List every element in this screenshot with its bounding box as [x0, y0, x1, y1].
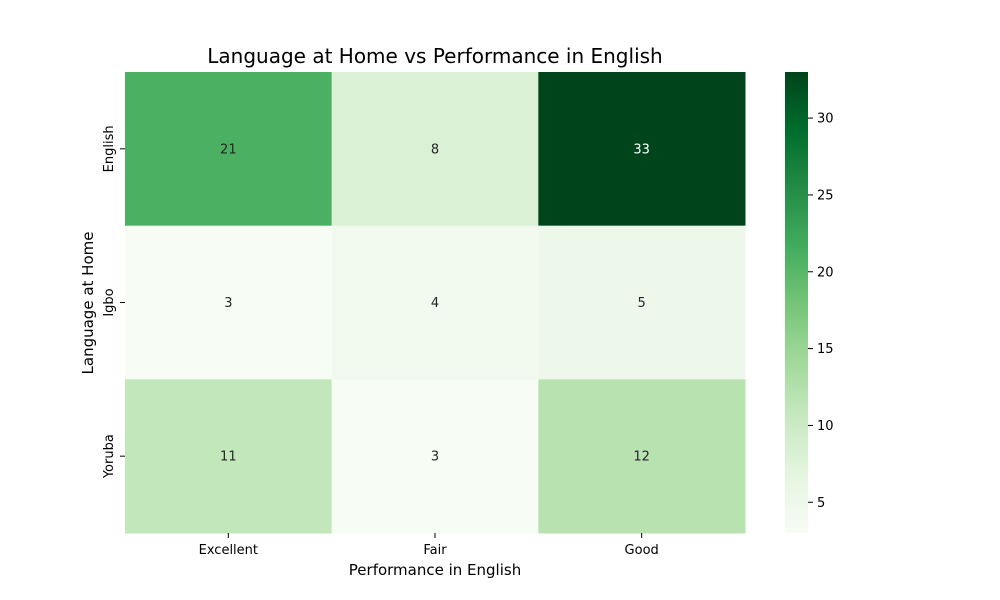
heatmap-cell-labels: 21 8 333 4 511 3 12: [220, 142, 650, 464]
heatmap-cell: [538, 72, 746, 227]
x-axis-label: Performance in English: [349, 561, 521, 579]
colorbar: [785, 72, 808, 533]
heatmap-cell: [125, 72, 333, 227]
cell-value-label: 33: [633, 142, 650, 157]
cell-value-label: 4: [431, 296, 439, 311]
y-axis-ticks: English Igbo Yoruba: [102, 125, 125, 479]
y-axis-label: Language at Home: [79, 232, 97, 375]
cell-value-label: 21: [220, 142, 237, 157]
colorbar-tick-label: 25: [817, 188, 834, 203]
cell-value-label: 8: [431, 142, 439, 157]
heatmap-cell: [538, 379, 746, 534]
colorbar-tick-label: 10: [817, 419, 834, 434]
cell-value-label: 3: [224, 296, 232, 311]
cell-value-label: 11: [220, 450, 237, 465]
y-tick-label: English: [102, 125, 117, 172]
colorbar-tick-label: 15: [817, 342, 834, 357]
heatmap-cell: [331, 72, 539, 227]
cell-value-label: 12: [633, 450, 650, 465]
colorbar-tick-label: 20: [817, 265, 834, 280]
heatmap-cell: [331, 379, 539, 534]
y-tick-label: Yoruba: [102, 434, 117, 479]
cell-value-label: 5: [638, 296, 646, 311]
heatmap-cell: [125, 225, 333, 380]
heatmap-cell: [331, 225, 539, 380]
colorbar-ticks: 5 10 15 20 25 30: [808, 112, 834, 511]
colorbar-tick-label: 30: [817, 112, 834, 127]
y-tick-label: Igbo: [102, 288, 117, 316]
cell-value-label: 3: [431, 450, 439, 465]
chart-title: Language at Home vs Performance in Engli…: [207, 44, 662, 68]
heatmap-cell: [125, 379, 333, 534]
colorbar-tick-label: 5: [817, 496, 825, 511]
x-tick-label: Good: [625, 543, 659, 558]
heatmap-cell: [538, 225, 746, 380]
heatmap-cells: [125, 72, 746, 534]
x-tick-label: Fair: [423, 543, 447, 558]
x-axis-ticks: Excellent Fair Good: [199, 533, 659, 558]
x-tick-label: Excellent: [199, 543, 258, 558]
